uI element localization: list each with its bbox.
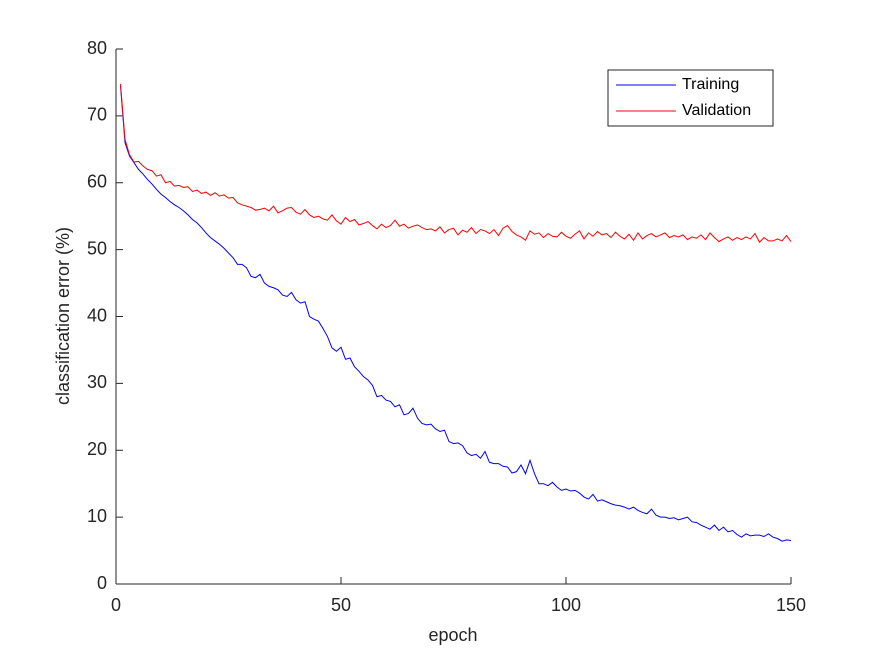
- x-tick-label: 0: [111, 595, 121, 615]
- y-tick-label: 50: [87, 238, 107, 258]
- line-series: [120, 85, 792, 542]
- legend-box: [607, 69, 774, 127]
- y-tick-label: 0: [97, 573, 107, 593]
- y-tick-label: 40: [87, 305, 107, 325]
- x-tick-label: 50: [331, 595, 351, 615]
- legend-label: Validation: [682, 102, 751, 119]
- y-tick-label: 20: [87, 439, 107, 459]
- y-tick-label: 70: [87, 105, 107, 125]
- y-tick-label: 60: [87, 172, 107, 192]
- y-tick-label: 80: [87, 38, 107, 58]
- line-series: [120, 83, 792, 244]
- y-tick-label: 10: [87, 506, 107, 526]
- x-tick-label: 100: [551, 595, 581, 615]
- x-tick-label: 150: [776, 595, 806, 615]
- y-tick-label: 30: [87, 372, 107, 392]
- x-axis-label: epoch: [428, 625, 477, 645]
- y-axis-label: classification error (%): [53, 227, 73, 405]
- legend-label: Training: [682, 76, 739, 93]
